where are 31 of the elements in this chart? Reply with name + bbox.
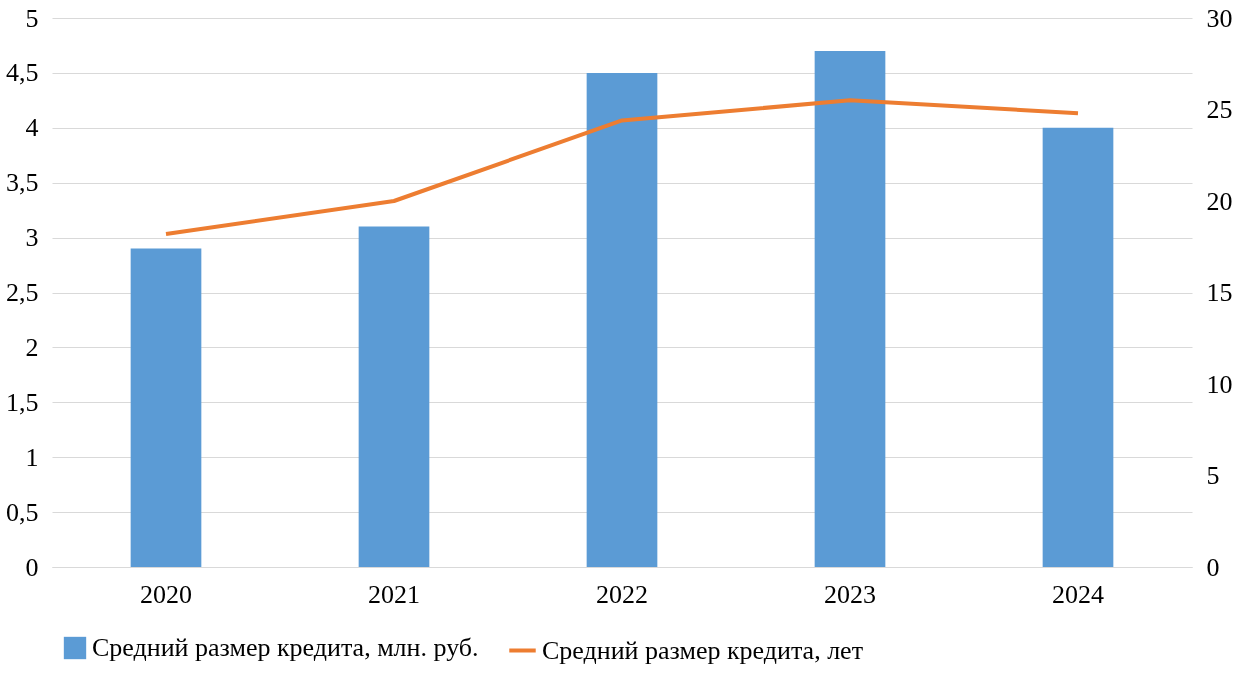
y2-tick-label: 30 bbox=[1206, 3, 1233, 33]
bar bbox=[358, 226, 430, 567]
y-tick-label: 2 bbox=[25, 332, 39, 362]
x-tick-label: 2022 bbox=[596, 579, 648, 609]
y-tick-label: 3,5 bbox=[6, 168, 39, 198]
x-tick-label: 2021 bbox=[368, 579, 420, 609]
y-tick-label: 0,5 bbox=[6, 497, 39, 527]
y-tick-label: 4,5 bbox=[6, 58, 39, 88]
y-tick-label: 0 bbox=[25, 552, 39, 582]
y2-tick-label: 10 bbox=[1206, 369, 1233, 399]
y-tick-label: 2,5 bbox=[6, 278, 39, 307]
y-tick-label: 3 bbox=[25, 223, 39, 253]
legend-label: Средний размер кредита, лет bbox=[542, 635, 864, 665]
bar bbox=[130, 248, 202, 567]
y-tick-label: 1,5 bbox=[6, 387, 39, 417]
x-tick-label: 2024 bbox=[1052, 579, 1104, 609]
y-tick-label: 4 bbox=[25, 113, 39, 143]
y2-tick-label: 15 bbox=[1206, 278, 1233, 307]
y-tick-label: 1 bbox=[25, 442, 39, 472]
legend-label: Средний размер кредита, млн. руб. bbox=[92, 633, 479, 662]
bar bbox=[814, 50, 886, 567]
y2-tick-label: 0 bbox=[1206, 552, 1220, 582]
bar bbox=[1042, 127, 1114, 567]
y2-tick-label: 25 bbox=[1206, 95, 1233, 124]
x-tick-label: 2023 bbox=[824, 579, 876, 609]
y-tick-label: 5 bbox=[25, 3, 39, 33]
bar bbox=[586, 72, 658, 567]
y2-tick-label: 20 bbox=[1206, 186, 1233, 216]
y2-tick-label: 5 bbox=[1206, 461, 1220, 490]
line-series bbox=[164, 98, 1080, 236]
x-tick-label: 2020 bbox=[140, 579, 192, 609]
